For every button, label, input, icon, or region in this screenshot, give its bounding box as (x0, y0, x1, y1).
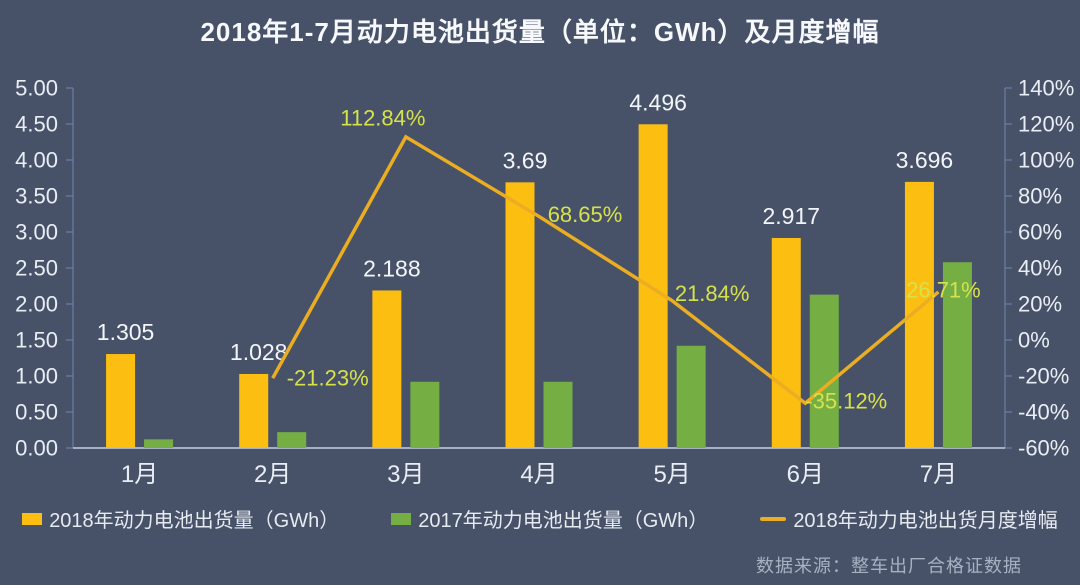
y-axis-right-tick-label: 40% (1018, 256, 1062, 281)
x-axis-category-label: 3月 (387, 461, 424, 488)
growth-pct-label-3月: 112.84% (340, 105, 425, 130)
y-axis-left-tick-label: 0.00 (15, 436, 58, 461)
y-axis-left-tick-label: 4.50 (15, 112, 58, 137)
bar-2018-4月 (505, 182, 535, 448)
y-axis-right-tick-label: 60% (1018, 220, 1062, 245)
x-axis-category-label: 1月 (121, 461, 158, 488)
bar-2017-5月 (676, 345, 706, 448)
bar-2018-5月 (638, 124, 668, 449)
x-axis-category-label: 7月 (920, 461, 957, 488)
bar-2017-2月 (277, 432, 307, 448)
value-label-2018-2月: 1.028 (230, 339, 288, 365)
chart-title: 2018年1-7月动力电池出货量（单位：GWh）及月度增幅 (200, 17, 880, 47)
growth-pct-label-6月: -35.12% (805, 389, 887, 414)
bar-2018-1月 (106, 354, 136, 448)
y-axis-right-tick-label: -60% (1018, 436, 1069, 461)
bar-2017-3月 (410, 381, 440, 448)
y-axis-right-tick-label: 20% (1018, 292, 1062, 317)
y-axis-right-tick-label: 0% (1018, 328, 1050, 353)
y-axis-left-tick-label: 1.00 (15, 364, 58, 389)
y-axis-left-tick-label: 2.00 (15, 292, 58, 317)
legend-label-2018: 2018年动力电池出货量（GWh） (49, 510, 340, 532)
y-axis-left-tick-label: 3.50 (15, 184, 58, 209)
value-label-2018-4月: 3.69 (503, 147, 548, 173)
bar-2017-1月 (144, 439, 174, 448)
bar-2017-4月 (543, 381, 573, 448)
y-axis-right-tick-label: 140% (1018, 76, 1074, 101)
value-label-2018-5月: 4.496 (629, 89, 687, 115)
bar-2017-7月 (942, 262, 972, 448)
bar-2017-6月 (809, 294, 839, 448)
y-axis-right-tick-label: -20% (1018, 364, 1069, 389)
x-axis-category-label: 5月 (653, 461, 690, 488)
x-axis-category-label: 4月 (520, 461, 557, 488)
legend-swatch-2017-icon (391, 512, 412, 525)
growth-pct-label-7月: 26.71% (906, 277, 981, 302)
data-source-note: 数据来源：整车出厂合格证数据 (756, 556, 1022, 576)
y-axis-left-tick-label: 0.50 (15, 400, 58, 425)
y-axis-right-tick-label: 80% (1018, 184, 1062, 209)
y-axis-left-tick-label: 1.50 (15, 328, 58, 353)
growth-pct-label-5月: 21.84% (675, 281, 750, 306)
chart-legend: 2018年动力电池出货量（GWh） 2017年动力电池出货量（GWh） 2018… (0, 504, 1080, 533)
y-axis-left-tick-label: 2.50 (15, 256, 58, 281)
bar-2018-3月 (372, 290, 402, 448)
y-axis-left-tick-label: 4.00 (15, 148, 58, 173)
growth-pct-label-4月: 68.65% (548, 202, 623, 227)
growth-line (271, 134, 940, 406)
legend-label-2017: 2017年动力电池出货量（GWh） (418, 510, 709, 532)
legend-item-growth-line: 2018年动力电池出货月度增幅 (760, 504, 1058, 533)
value-label-2018-7月: 3.696 (896, 147, 954, 173)
y-axis-left-tick-label: 3.00 (15, 220, 58, 245)
x-axis-category-label: 6月 (787, 461, 824, 488)
bar-2018-6月 (771, 237, 801, 448)
y-axis-right-tick-label: -40% (1018, 400, 1069, 425)
y-axis-right-tick-label: 100% (1018, 148, 1074, 173)
value-label-2018-1月: 1.305 (97, 319, 155, 345)
value-label-2018-6月: 2.917 (763, 203, 821, 229)
legend-label-growth: 2018年动力电池出货月度增幅 (793, 510, 1058, 532)
legend-item-2017-bars: 2017年动力电池出货量（GWh） (391, 504, 708, 533)
growth-pct-label-2月: -21.23% (287, 366, 369, 391)
y-axis-left-tick-label: 5.00 (15, 76, 58, 101)
legend-swatch-2018-icon (22, 512, 43, 525)
legend-swatch-line-icon (760, 516, 787, 521)
value-label-2018-3月: 2.188 (363, 255, 421, 281)
y-axis-right-tick-label: 120% (1018, 112, 1074, 137)
legend-item-2018-bars: 2018年动力电池出货量（GWh） (22, 504, 339, 533)
x-axis-category-label: 2月 (254, 461, 291, 488)
bar-2018-2月 (239, 373, 269, 448)
